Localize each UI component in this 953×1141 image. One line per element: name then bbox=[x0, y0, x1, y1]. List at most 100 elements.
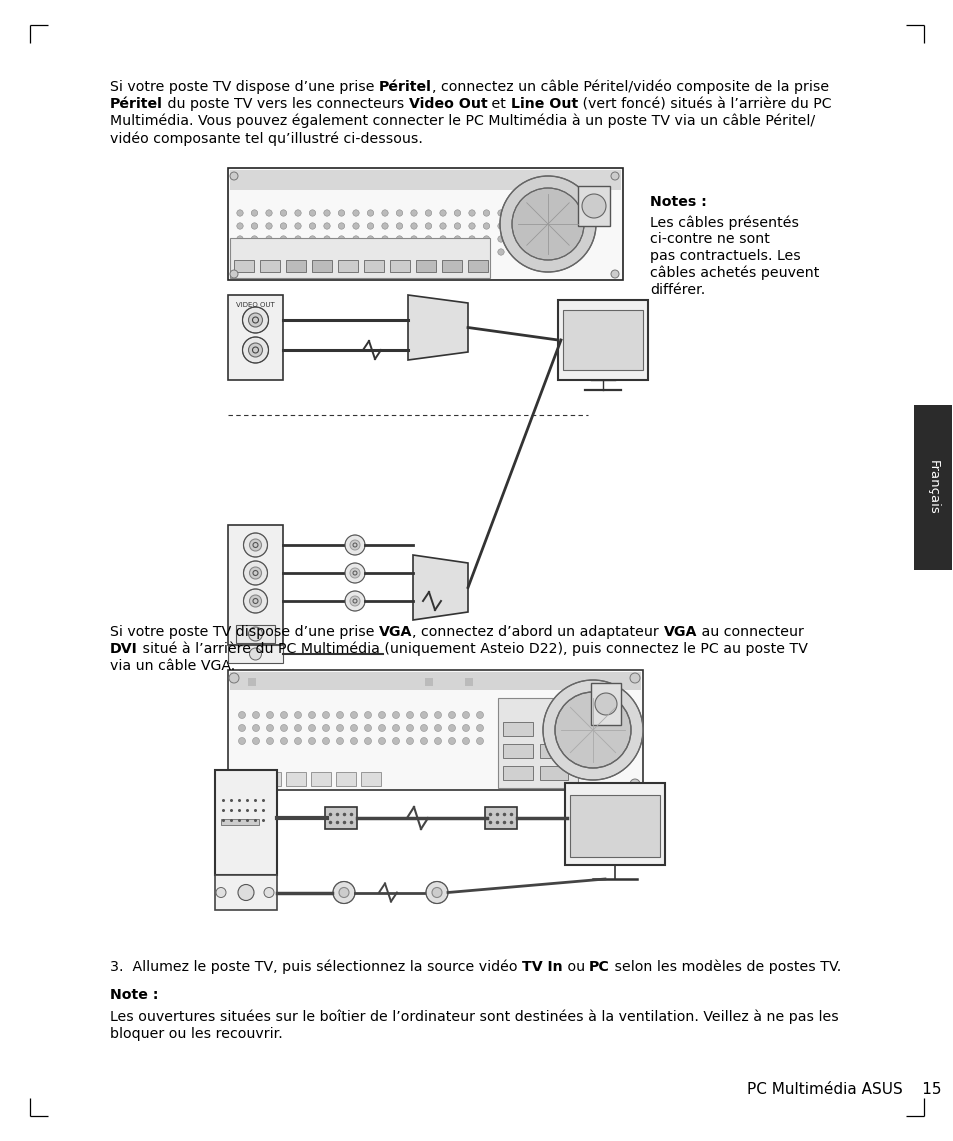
Text: Notes :: Notes : bbox=[649, 195, 706, 209]
Circle shape bbox=[353, 210, 359, 216]
Circle shape bbox=[248, 313, 262, 327]
Circle shape bbox=[439, 222, 446, 229]
Circle shape bbox=[280, 737, 287, 744]
Circle shape bbox=[378, 725, 385, 731]
Text: Note :: Note : bbox=[110, 988, 158, 1002]
Circle shape bbox=[322, 737, 329, 744]
Bar bbox=[260, 260, 280, 272]
Circle shape bbox=[294, 222, 301, 229]
Circle shape bbox=[236, 210, 243, 216]
Text: vidéo composante tel qu’illustré ci-dessous.: vidéo composante tel qu’illustré ci-dess… bbox=[110, 131, 422, 146]
Bar bbox=[590, 683, 620, 725]
Circle shape bbox=[338, 210, 344, 216]
Circle shape bbox=[462, 737, 469, 744]
Circle shape bbox=[308, 712, 315, 719]
Circle shape bbox=[468, 210, 475, 216]
Circle shape bbox=[251, 249, 257, 256]
Circle shape bbox=[392, 737, 399, 744]
Circle shape bbox=[345, 591, 365, 610]
Text: et: et bbox=[487, 97, 510, 111]
Circle shape bbox=[338, 236, 344, 242]
Circle shape bbox=[367, 222, 374, 229]
Circle shape bbox=[251, 210, 257, 216]
Circle shape bbox=[323, 249, 330, 256]
Bar bbox=[360, 772, 380, 786]
Text: Péritel: Péritel bbox=[110, 97, 163, 111]
Circle shape bbox=[350, 737, 357, 744]
Circle shape bbox=[454, 249, 460, 256]
Circle shape bbox=[395, 222, 402, 229]
Circle shape bbox=[236, 222, 243, 229]
Circle shape bbox=[392, 712, 399, 719]
Polygon shape bbox=[413, 555, 468, 620]
Circle shape bbox=[336, 737, 343, 744]
Circle shape bbox=[251, 236, 257, 242]
Circle shape bbox=[439, 249, 446, 256]
Text: du poste TV vers les connecteurs: du poste TV vers les connecteurs bbox=[163, 97, 408, 111]
Bar bbox=[569, 795, 659, 857]
Text: (vert foncé) situés à l’arrière du PC: (vert foncé) situés à l’arrière du PC bbox=[578, 97, 831, 111]
Circle shape bbox=[345, 535, 365, 555]
Text: TV In: TV In bbox=[521, 960, 562, 974]
Circle shape bbox=[468, 249, 475, 256]
Text: câbles achetés peuvent: câbles achetés peuvent bbox=[649, 266, 819, 281]
Circle shape bbox=[280, 712, 287, 719]
Circle shape bbox=[542, 680, 642, 780]
Circle shape bbox=[629, 673, 639, 683]
Circle shape bbox=[248, 343, 262, 357]
Circle shape bbox=[253, 737, 259, 744]
Circle shape bbox=[250, 567, 261, 578]
Circle shape bbox=[338, 888, 349, 898]
Circle shape bbox=[468, 236, 475, 242]
Bar bbox=[230, 672, 640, 690]
Circle shape bbox=[411, 222, 416, 229]
Circle shape bbox=[243, 589, 267, 613]
Circle shape bbox=[406, 712, 413, 719]
Circle shape bbox=[338, 249, 344, 256]
Circle shape bbox=[250, 648, 261, 659]
Text: ci-contre ne sont: ci-contre ne sont bbox=[649, 232, 769, 246]
Text: Péritel: Péritel bbox=[378, 80, 432, 94]
Bar bbox=[425, 678, 433, 686]
Text: au connecteur: au connecteur bbox=[697, 625, 803, 639]
Text: Line Out: Line Out bbox=[510, 97, 578, 111]
Circle shape bbox=[395, 236, 402, 242]
Circle shape bbox=[294, 249, 301, 256]
Circle shape bbox=[350, 568, 359, 578]
Circle shape bbox=[280, 249, 287, 256]
Circle shape bbox=[243, 561, 267, 585]
Text: Multimédia. Vous pouvez également connecter le PC Multimédia à un poste TV via u: Multimédia. Vous pouvez également connec… bbox=[110, 114, 814, 129]
Text: Si votre poste TV dispose d’une prise: Si votre poste TV dispose d’une prise bbox=[110, 80, 378, 94]
Circle shape bbox=[425, 249, 432, 256]
Circle shape bbox=[238, 712, 245, 719]
Bar bbox=[364, 260, 384, 272]
Circle shape bbox=[350, 725, 357, 731]
Text: Les câbles présentés: Les câbles présentés bbox=[649, 215, 799, 229]
Circle shape bbox=[248, 628, 262, 641]
Circle shape bbox=[353, 222, 359, 229]
Bar bbox=[286, 772, 306, 786]
Circle shape bbox=[395, 210, 402, 216]
Circle shape bbox=[309, 222, 315, 229]
Circle shape bbox=[381, 236, 388, 242]
Circle shape bbox=[434, 725, 441, 731]
Circle shape bbox=[448, 725, 455, 731]
Text: DVI: DVI bbox=[110, 642, 137, 656]
Circle shape bbox=[266, 712, 274, 719]
Circle shape bbox=[439, 236, 446, 242]
Circle shape bbox=[322, 712, 329, 719]
Circle shape bbox=[308, 725, 315, 731]
Text: PC: PC bbox=[589, 960, 609, 974]
Circle shape bbox=[336, 725, 343, 731]
Text: selon les modèles de postes TV.: selon les modèles de postes TV. bbox=[609, 960, 841, 974]
Bar bbox=[230, 238, 490, 278]
Bar bbox=[502, 766, 533, 780]
Circle shape bbox=[338, 222, 344, 229]
Bar bbox=[235, 625, 274, 644]
Circle shape bbox=[610, 270, 618, 278]
Circle shape bbox=[323, 210, 330, 216]
Circle shape bbox=[406, 725, 413, 731]
Circle shape bbox=[294, 210, 301, 216]
Circle shape bbox=[236, 249, 243, 256]
Text: Les ouvertures situées sur le boîtier de l’ordinateur sont destinées à la ventil: Les ouvertures situées sur le boîtier de… bbox=[110, 1010, 838, 1025]
